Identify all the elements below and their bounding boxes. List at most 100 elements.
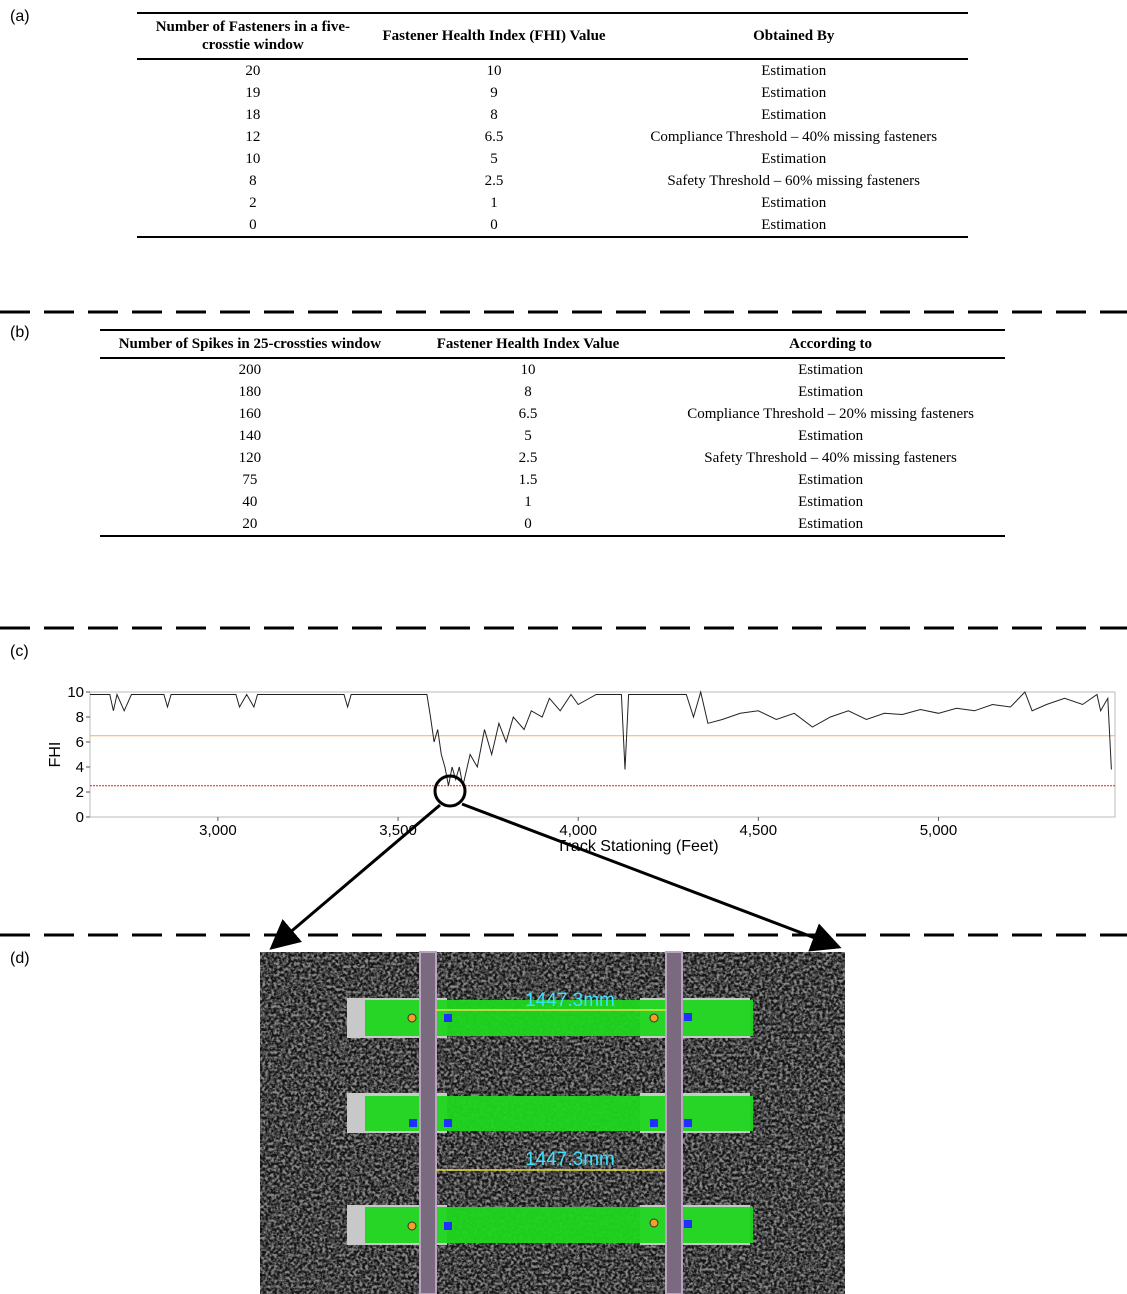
panel-label: (b)	[10, 324, 30, 342]
table-row: 82.5Safety Threshold – 60% missing faste…	[137, 170, 968, 192]
table-row: 1405Estimation	[100, 425, 1005, 447]
plot-frame	[90, 692, 1115, 817]
page: 02468103,0003,5004,0004,5005,000Track St…	[0, 0, 1127, 1294]
panel-label: (d)	[10, 950, 30, 968]
table-cell: 1.5	[400, 469, 656, 491]
table-cell: 19	[137, 82, 369, 104]
table-cell: 9	[369, 82, 620, 104]
table-cell: 10	[400, 358, 656, 381]
table-cell: 18	[137, 104, 369, 126]
fastener	[444, 1014, 452, 1022]
x-tick-label: 4,000	[559, 822, 597, 839]
table-cell: 75	[100, 469, 400, 491]
measurement: 1447.3mm	[525, 990, 615, 1011]
table-cell: Estimation	[619, 192, 968, 214]
table-cell: 2.5	[400, 447, 656, 469]
table-cell: Safety Threshold – 40% missing fasteners	[656, 447, 1005, 469]
table-cell: 8	[400, 381, 656, 403]
table-cell: 20	[137, 59, 369, 82]
table-cell: 6.5	[400, 403, 656, 425]
fastener	[650, 1014, 658, 1022]
y-tick-label: 0	[76, 809, 84, 826]
table-cell: 10	[137, 148, 369, 170]
x-tick-label: 4,500	[740, 822, 778, 839]
table-grid: Number of Fasteners in a five-crosstie w…	[137, 12, 968, 238]
table-cell: 0	[137, 214, 369, 237]
table-cell: 6.5	[369, 126, 620, 148]
fastener	[444, 1119, 452, 1127]
table-cell: Estimation	[619, 82, 968, 104]
arrow	[462, 804, 836, 946]
column-header: Fastener Health Index Value	[400, 330, 656, 358]
panel-label: (a)	[10, 8, 30, 26]
y-tick-label: 10	[67, 684, 84, 701]
track-image: 1447.3mm 1447.3mm	[260, 952, 845, 1294]
measurement: 1447.3mm	[525, 1149, 615, 1170]
table-cell: Estimation	[656, 425, 1005, 447]
table-cell: 2	[137, 192, 369, 214]
table-cell: 5	[369, 148, 620, 170]
table-cell: 0	[400, 513, 656, 536]
column-header: Fastener Health Index (FHI) Value	[369, 13, 620, 59]
table-cell: 180	[100, 381, 400, 403]
panel-label: (c)	[10, 643, 29, 661]
table-cell: 8	[137, 170, 369, 192]
table-cell: Compliance Threshold – 40% missing faste…	[619, 126, 968, 148]
table-cell: 200	[100, 358, 400, 381]
table-cell: 120	[100, 447, 400, 469]
table-cell: 140	[100, 425, 400, 447]
table-row: 105Estimation	[137, 148, 968, 170]
arrow	[274, 805, 440, 946]
fastener	[684, 1013, 692, 1021]
column-header: According to	[656, 330, 1005, 358]
fastener	[650, 1119, 658, 1127]
x-tick-label: 5,000	[920, 822, 958, 839]
fhi-line	[90, 692, 1111, 786]
table-cell: Estimation	[619, 148, 968, 170]
table-cell: 5	[400, 425, 656, 447]
table-cell: 40	[100, 491, 400, 513]
table-row: 21Estimation	[137, 192, 968, 214]
table-cell: Estimation	[656, 358, 1005, 381]
fastener	[408, 1014, 416, 1022]
fastener	[409, 1119, 417, 1127]
table-cell: 10	[369, 59, 620, 82]
column-header: Obtained By	[619, 13, 968, 59]
table-cell: 12	[137, 126, 369, 148]
y-tick-label: 4	[76, 759, 84, 776]
column-header: Number of Spikes in 25-crossties window	[100, 330, 400, 358]
table-cell: Estimation	[619, 214, 968, 237]
table-cell: Estimation	[656, 381, 1005, 403]
rail	[666, 952, 682, 1294]
x-tick-label: 3,000	[199, 822, 237, 839]
y-axis-label: FHI	[47, 742, 64, 768]
table-cell: 1	[400, 491, 656, 513]
table-cell: Compliance Threshold – 20% missing faste…	[656, 403, 1005, 425]
table-cell: Estimation	[619, 104, 968, 126]
header-row: Number of Fasteners in a five-crosstie w…	[137, 13, 968, 59]
x-axis-label: Track Stationing (Feet)	[556, 838, 718, 855]
y-tick-label: 2	[76, 784, 84, 801]
y-tick-label: 6	[76, 734, 84, 751]
table-cell: Safety Threshold – 60% missing fasteners	[619, 170, 968, 192]
y-tick-label: 8	[76, 709, 84, 726]
table-cell: Estimation	[656, 469, 1005, 491]
zoom-callout	[274, 776, 836, 946]
